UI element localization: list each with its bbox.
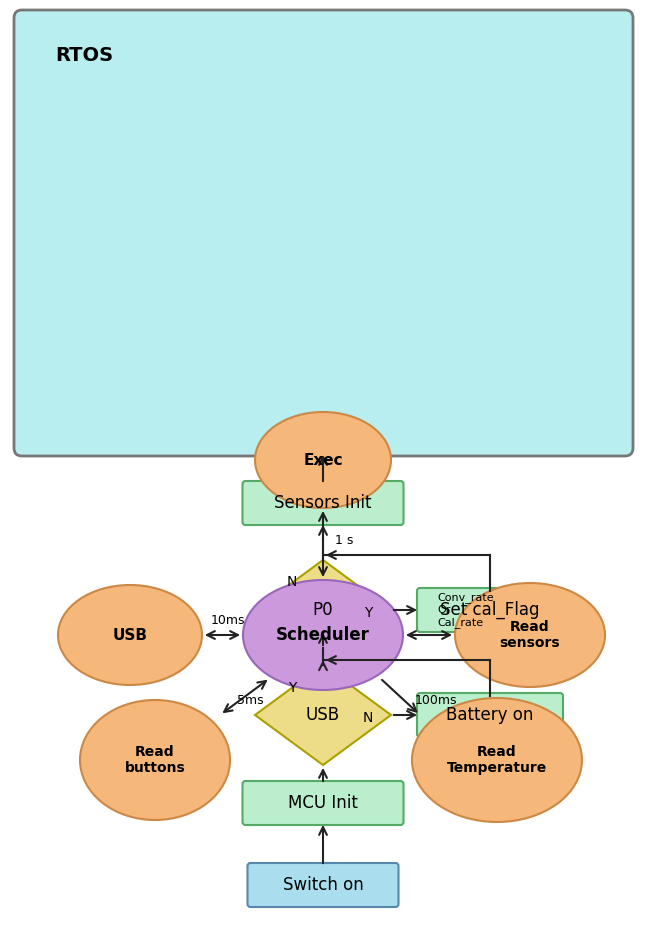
Text: Battery on: Battery on — [446, 706, 534, 724]
Ellipse shape — [255, 412, 391, 508]
Text: RTOS: RTOS — [55, 45, 113, 65]
Text: Exec: Exec — [303, 453, 343, 468]
Text: 10ms: 10ms — [211, 614, 245, 627]
Text: Y: Y — [364, 606, 372, 620]
FancyBboxPatch shape — [14, 10, 633, 456]
Text: Read
sensors: Read sensors — [499, 620, 560, 650]
Polygon shape — [255, 560, 391, 660]
Text: Read
buttons: Read buttons — [125, 745, 186, 775]
Ellipse shape — [243, 580, 403, 690]
Text: USB: USB — [113, 628, 148, 643]
Text: 1 s: 1 s — [335, 534, 353, 547]
Text: Conv_rate
Or
Cal_rate: Conv_rate Or Cal_rate — [437, 593, 494, 628]
FancyBboxPatch shape — [243, 481, 404, 525]
Text: Read
Temperature: Read Temperature — [447, 745, 547, 775]
Text: Y: Y — [288, 681, 296, 695]
Text: P0: P0 — [313, 601, 333, 619]
Text: 100ms: 100ms — [415, 694, 457, 707]
Text: USB: USB — [306, 706, 340, 724]
Ellipse shape — [455, 583, 605, 687]
FancyBboxPatch shape — [417, 693, 563, 737]
Text: N: N — [287, 575, 297, 589]
Text: N: N — [363, 711, 373, 725]
FancyBboxPatch shape — [243, 781, 404, 825]
Ellipse shape — [80, 700, 230, 820]
Ellipse shape — [412, 698, 582, 822]
Text: Switch on: Switch on — [283, 876, 364, 894]
Text: MCU Init: MCU Init — [288, 794, 358, 812]
Ellipse shape — [58, 585, 202, 685]
FancyBboxPatch shape — [248, 863, 399, 907]
Text: Sensors Init: Sensors Init — [274, 494, 372, 512]
FancyBboxPatch shape — [417, 588, 563, 632]
Text: 5ms: 5ms — [237, 694, 263, 707]
Polygon shape — [255, 665, 391, 765]
Text: Scheduler: Scheduler — [276, 626, 370, 644]
Text: Set cal_Flag: Set cal_Flag — [440, 601, 540, 619]
